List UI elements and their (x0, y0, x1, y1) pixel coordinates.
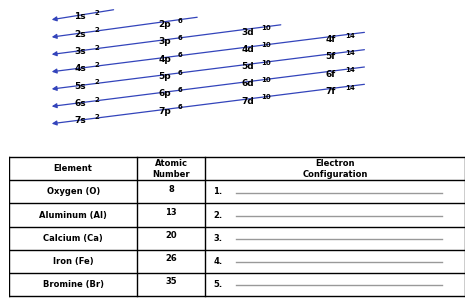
Text: 14: 14 (345, 33, 355, 39)
Text: 6s: 6s (74, 99, 86, 108)
Text: 7d: 7d (242, 97, 255, 106)
Text: 5f: 5f (325, 52, 336, 62)
Text: 35: 35 (165, 277, 177, 286)
Text: 1.: 1. (213, 188, 222, 196)
Text: 5.: 5. (213, 280, 222, 288)
Text: 10: 10 (261, 60, 271, 66)
Text: 14: 14 (345, 50, 355, 56)
Text: Calcium (Ca): Calcium (Ca) (43, 234, 103, 242)
Text: 6: 6 (178, 35, 182, 41)
Text: 2: 2 (94, 10, 99, 16)
Text: 10: 10 (261, 25, 271, 31)
Text: 4f: 4f (325, 35, 336, 44)
Text: 3d: 3d (242, 28, 255, 37)
Text: 4p: 4p (158, 55, 171, 64)
Text: 2: 2 (94, 62, 99, 68)
Text: 2: 2 (94, 97, 99, 102)
Text: 6f: 6f (325, 70, 336, 79)
Text: 6d: 6d (242, 79, 255, 88)
Text: 14: 14 (345, 85, 355, 91)
Text: 2p: 2p (158, 20, 171, 29)
Text: 2: 2 (94, 27, 99, 33)
Text: 4d: 4d (242, 45, 255, 54)
Text: Iron (Fe): Iron (Fe) (53, 257, 93, 265)
Text: Atomic
Number: Atomic Number (152, 159, 190, 179)
Text: 2: 2 (94, 114, 99, 120)
Text: 1s: 1s (74, 12, 86, 22)
Text: 3s: 3s (74, 47, 86, 56)
Text: Aluminum (Al): Aluminum (Al) (39, 211, 107, 219)
Text: 2: 2 (94, 45, 99, 51)
Text: 5p: 5p (158, 72, 171, 81)
Text: Oxygen (O): Oxygen (O) (46, 188, 100, 196)
Text: 10: 10 (261, 42, 271, 48)
Text: 26: 26 (165, 254, 177, 263)
Text: Bromine (Br): Bromine (Br) (43, 280, 104, 288)
Text: 3p: 3p (158, 37, 171, 46)
Text: 20: 20 (165, 231, 177, 240)
Text: 4.: 4. (213, 257, 222, 265)
Text: 5d: 5d (242, 62, 255, 71)
Text: 13: 13 (165, 208, 177, 217)
Text: 6: 6 (178, 52, 182, 58)
Text: 6p: 6p (158, 89, 171, 98)
Text: 6: 6 (178, 69, 182, 75)
Text: 2.: 2. (213, 211, 222, 219)
Text: 14: 14 (345, 67, 355, 73)
Text: 7s: 7s (74, 116, 86, 125)
Text: 2: 2 (94, 79, 99, 85)
Text: 6: 6 (178, 87, 182, 93)
Text: 8: 8 (168, 185, 174, 194)
Text: 6: 6 (178, 18, 182, 24)
Text: 4s: 4s (74, 64, 86, 73)
Text: 5s: 5s (74, 82, 86, 91)
Text: 6: 6 (178, 104, 182, 110)
Text: 10: 10 (261, 77, 271, 83)
Text: Element: Element (54, 165, 92, 173)
Text: 10: 10 (261, 95, 271, 100)
Text: 7p: 7p (158, 107, 171, 115)
Text: 3.: 3. (213, 234, 222, 242)
Text: Electron
Configuration: Electron Configuration (302, 159, 367, 179)
Text: 7f: 7f (325, 87, 336, 96)
Text: 2s: 2s (74, 30, 86, 39)
